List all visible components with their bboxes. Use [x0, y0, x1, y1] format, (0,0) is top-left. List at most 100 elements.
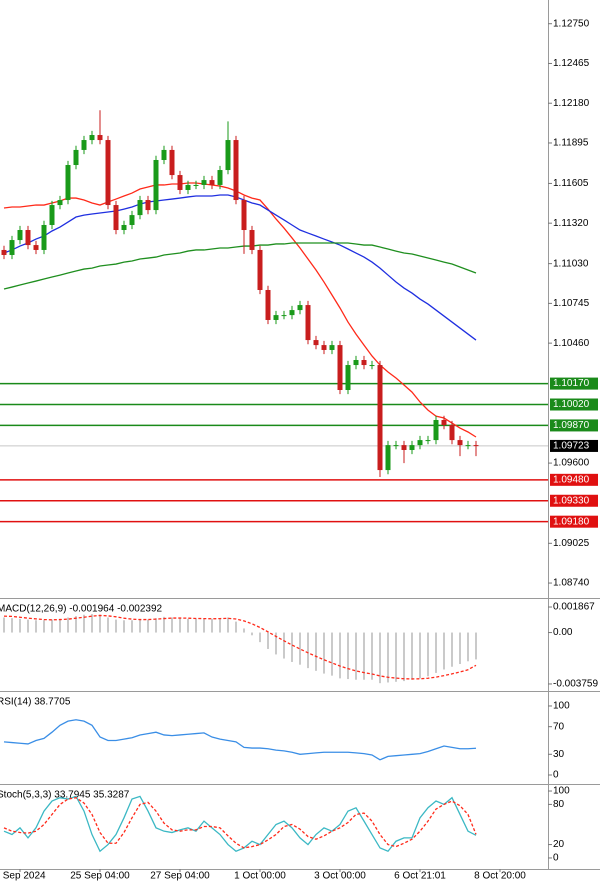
y-tick-label: 1.12465 [553, 58, 590, 69]
candle-body [97, 135, 103, 141]
y-tick-label: 30 [553, 749, 565, 760]
candle-body [313, 340, 319, 346]
indicator-line [3, 795, 477, 853]
candle-body [377, 365, 383, 471]
candle-body [417, 440, 423, 446]
candle-body [433, 419, 439, 441]
x-tick-label: 1 Oct 00:00 [234, 871, 286, 881]
y-tick-label: 1.08740 [553, 578, 590, 589]
level-label: 1.10020 [553, 399, 590, 410]
y-tick-label: 100 [553, 786, 570, 797]
candle-body [425, 440, 431, 442]
candle-body [145, 200, 151, 211]
x-tick-label: 6 Oct 21:01 [394, 871, 446, 881]
candle-body [241, 200, 247, 231]
candle-body [169, 149, 175, 176]
level-tag [550, 515, 598, 528]
candle-body [473, 445, 479, 447]
candle-body [137, 200, 143, 216]
y-tick-label: 1.12180 [553, 98, 590, 109]
candle-body [281, 315, 287, 317]
candle-body [209, 180, 215, 185]
level-tag [550, 494, 598, 507]
candle-body [185, 184, 191, 190]
candle-body [449, 425, 455, 441]
candle-body [265, 289, 271, 320]
candle-body [153, 159, 159, 211]
x-tick-label: 27 Sep 04:00 [150, 871, 210, 881]
y-tick-label: 0.00 [553, 627, 573, 638]
candle-body [105, 140, 111, 206]
x-tick-label: 8 Oct 20:00 [474, 871, 526, 881]
y-tick-label: 1.09600 [553, 458, 590, 469]
last-price-tag [550, 439, 598, 452]
x-tick-label: 3 Sep 2024 [0, 871, 46, 881]
y-tick-label: 0.001867 [553, 602, 595, 613]
candle-body [113, 205, 119, 231]
y-tick-label: 20 [553, 839, 565, 850]
candle-body [353, 360, 359, 366]
candle-body [329, 345, 335, 350]
indicator-title: RSI(14) 38.7705 [0, 697, 71, 708]
indicator-line [3, 797, 477, 849]
y-tick-label: 0 [553, 770, 559, 781]
candle-body [409, 445, 415, 450]
y-tick-label: 1.11030 [553, 258, 589, 269]
y-tick-label: 70 [553, 721, 565, 732]
moving-average [3, 242, 477, 290]
candle-body [9, 240, 15, 255]
candle-body [57, 200, 63, 206]
candle-body [17, 230, 23, 241]
y-tick-label: 1.11605 [553, 178, 589, 189]
candle-body [89, 135, 95, 141]
x-tick-label: 3 Oct 00:00 [314, 871, 366, 881]
candle-body [361, 360, 367, 366]
level-label: 1.09180 [553, 516, 590, 527]
candle-body [345, 365, 351, 391]
y-tick-label: 1.11895 [553, 138, 589, 149]
candle-body [465, 445, 471, 447]
candle-body [225, 140, 231, 171]
x-tick-label: 25 Sep 04:00 [70, 871, 130, 881]
candle-body [273, 315, 279, 320]
candle-body [49, 205, 55, 225]
indicator-title: Stoch(5,3,3) 33.7945 35.3287 [0, 790, 130, 801]
candle-body [65, 165, 71, 201]
y-tick-label: -0.003759 [553, 679, 598, 690]
y-tick-label: 1.10745 [553, 298, 590, 309]
candle-body [393, 445, 399, 447]
candle-body [41, 224, 47, 250]
y-tick-label: 1.09025 [553, 538, 590, 549]
level-tag [550, 473, 598, 486]
candle-body [369, 365, 375, 367]
y-tick-label: 1.11320 [553, 218, 589, 229]
candle-body [161, 149, 167, 160]
indicator-title: MACD(12,26,9) -0.001964 -0.002392 [0, 604, 163, 615]
moving-average [3, 194, 477, 341]
y-tick-label: 80 [553, 799, 565, 810]
candle-body [217, 170, 223, 185]
candle-body [401, 445, 407, 450]
candle-body [73, 149, 79, 166]
candle-body [297, 305, 303, 311]
macd-signal [3, 614, 477, 680]
y-tick-label: 100 [553, 701, 570, 712]
level-label: 1.09330 [553, 495, 590, 506]
candle-body [457, 440, 463, 446]
level-label: 1.09480 [553, 474, 590, 485]
candle-body [1, 249, 7, 255]
level-tag [550, 398, 598, 411]
candle-body [321, 345, 327, 350]
candle-body [201, 180, 207, 185]
y-tick-label: 1.12750 [553, 18, 590, 29]
level-label: 1.10170 [553, 378, 590, 389]
level-label: 1.09870 [553, 420, 590, 431]
level-tag [550, 377, 598, 390]
candle-body [177, 175, 183, 190]
level-tag [550, 419, 598, 432]
candle-body [81, 140, 87, 150]
candle-body [289, 310, 295, 316]
candle-body [129, 215, 135, 225]
